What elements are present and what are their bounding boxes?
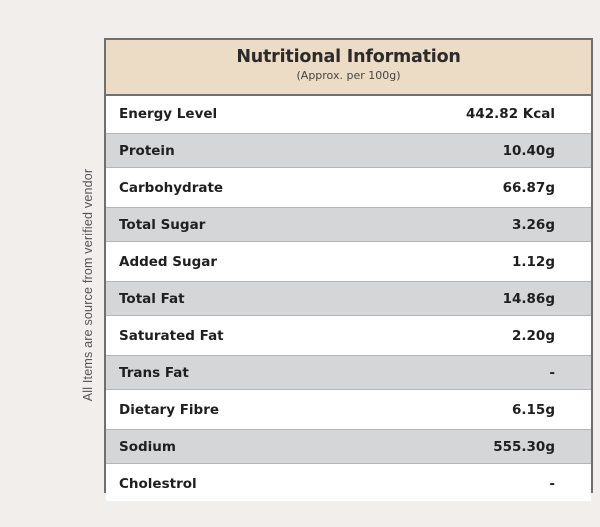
nutrient-value: 66.87g xyxy=(502,179,555,196)
nutrient-value: 10.40g xyxy=(502,142,555,159)
nutrition-row-energy: Energy Level 442.82 Kcal xyxy=(106,96,591,131)
nutrient-label: Dietary Fibre xyxy=(119,401,220,418)
side-note-verified-vendor: All Items are source from verified vendo… xyxy=(81,168,95,402)
panel-header: Nutritional Information (Approx. per 100… xyxy=(106,40,591,96)
nutrient-value: 555.30g xyxy=(493,438,555,455)
nutrient-value: 1.12g xyxy=(512,253,555,270)
nutrition-panel: Nutritional Information (Approx. per 100… xyxy=(104,38,593,501)
panel-title: Nutritional Information xyxy=(236,47,461,67)
nutrient-value: - xyxy=(549,364,555,381)
nutrition-row-trans-fat: Trans Fat - xyxy=(106,355,591,390)
nutrient-label: Protein xyxy=(119,142,175,159)
nutrition-row-total-fat: Total Fat 14.86g xyxy=(106,281,591,316)
nutrient-value: 2.20g xyxy=(512,327,555,344)
nutrition-row-carbohydrate: Carbohydrate 66.87g xyxy=(106,170,591,205)
nutrient-label: Saturated Fat xyxy=(119,327,224,344)
nutrient-value: 3.26g xyxy=(512,216,555,233)
nutrient-label: Carbohydrate xyxy=(119,179,224,196)
nutrient-label: Total Fat xyxy=(119,290,185,307)
nutrient-label: Total Sugar xyxy=(119,216,206,233)
nutrition-rows: Energy Level 442.82 Kcal Protein 10.40g … xyxy=(106,96,591,501)
nutrition-row-sodium: Sodium 555.30g xyxy=(106,429,591,464)
nutrient-label: Energy Level xyxy=(119,105,218,122)
nutrition-row-dietary-fibre: Dietary Fibre 6.15g xyxy=(106,392,591,427)
nutrient-value: 14.86g xyxy=(502,290,555,307)
nutrition-row-total-sugar: Total Sugar 3.26g xyxy=(106,207,591,242)
nutrient-label: Sodium xyxy=(119,438,176,455)
nutrition-row-saturated-fat: Saturated Fat 2.20g xyxy=(106,318,591,353)
nutrient-value: 6.15g xyxy=(512,401,555,418)
nutrient-label: Cholestrol xyxy=(119,475,197,492)
nutrition-row-added-sugar: Added Sugar 1.12g xyxy=(106,244,591,279)
nutrient-label: Trans Fat xyxy=(119,364,189,381)
nutrition-row-cholestrol: Cholestrol - xyxy=(106,466,591,501)
panel-subtitle: (Approx. per 100g) xyxy=(296,69,401,82)
nutrient-value: 442.82 Kcal xyxy=(466,105,555,122)
nutrient-value: - xyxy=(549,475,555,492)
nutrition-row-protein: Protein 10.40g xyxy=(106,133,591,168)
nutrient-label: Added Sugar xyxy=(119,253,218,270)
